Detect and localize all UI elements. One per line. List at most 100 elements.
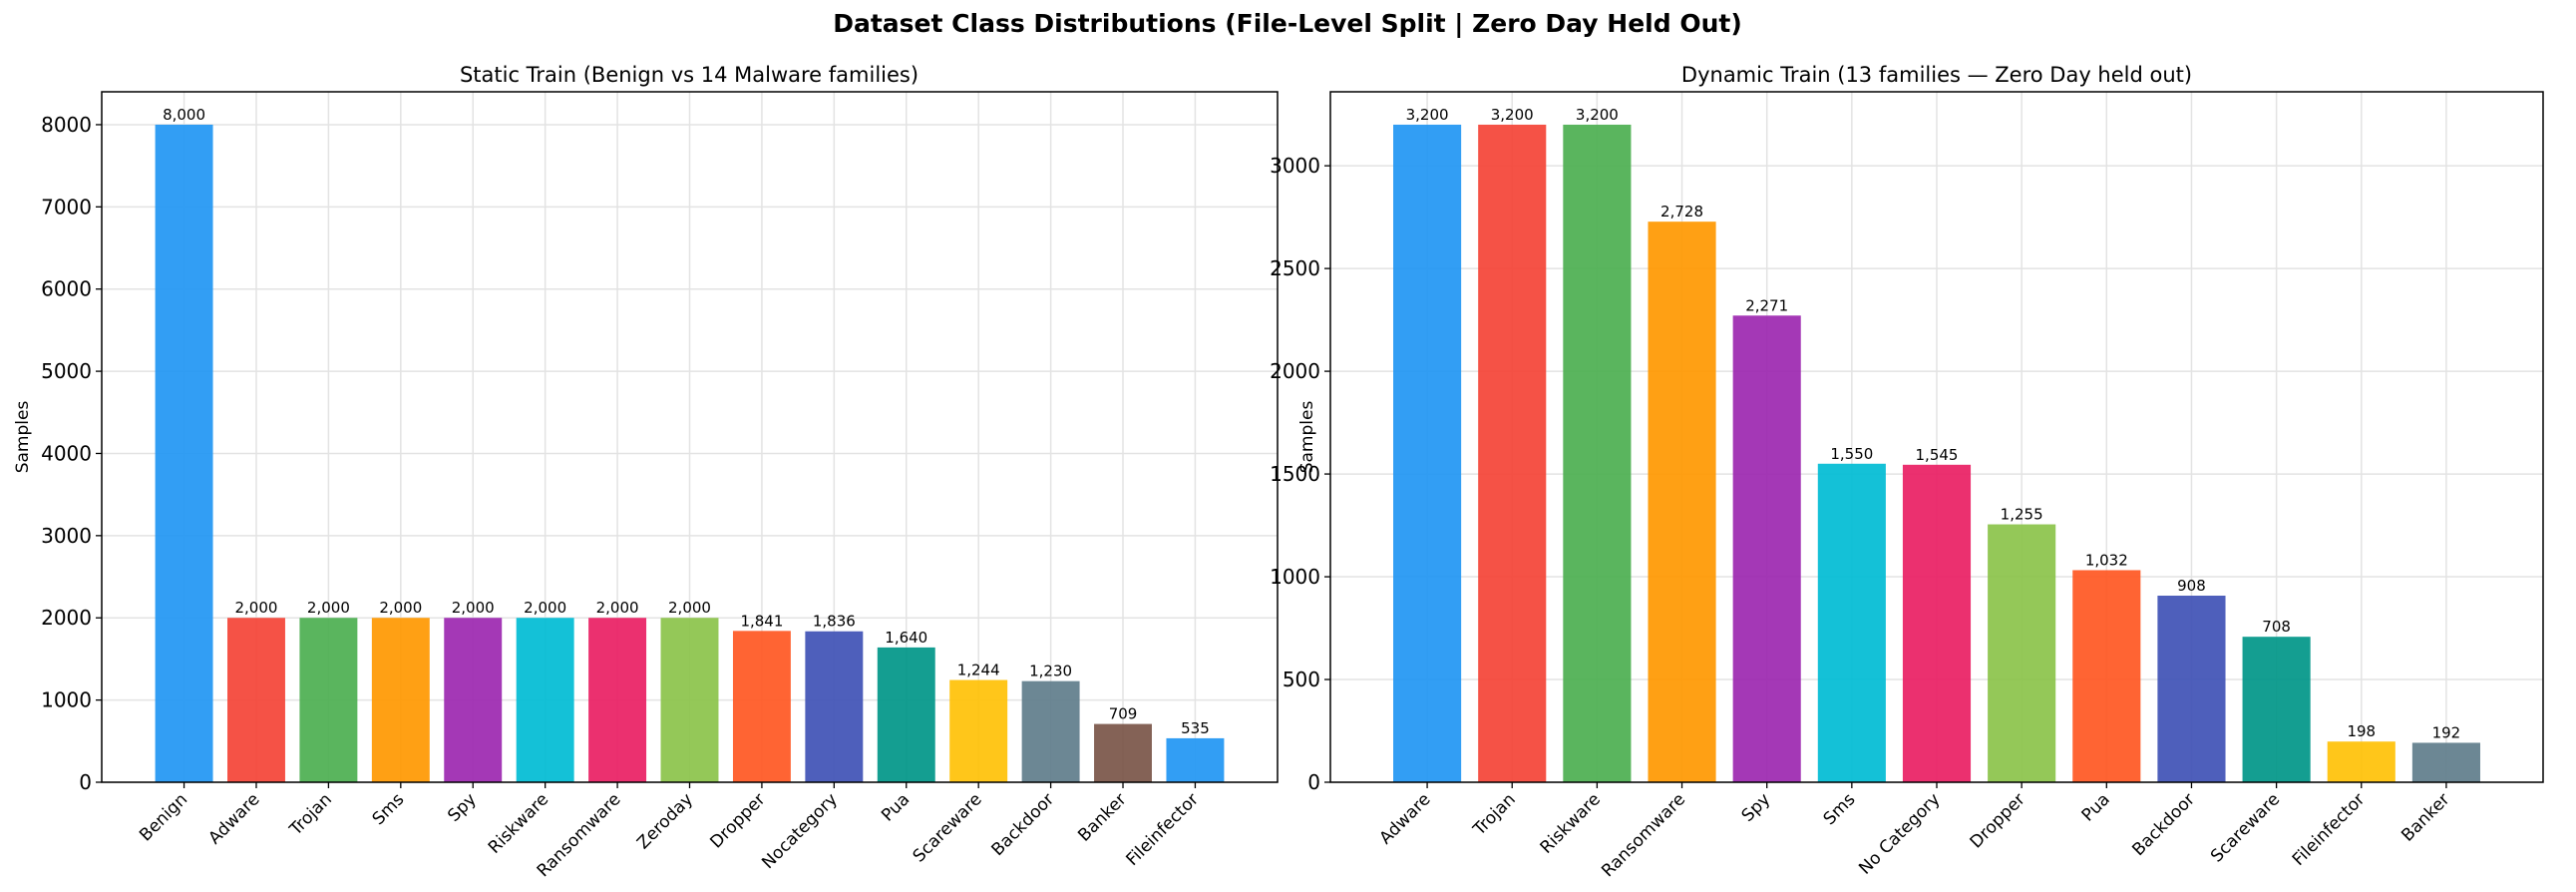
x-tick-label: Adware — [1376, 789, 1435, 848]
bar — [1732, 315, 1801, 782]
bar — [1988, 524, 2056, 782]
y-tick-label: 0 — [79, 770, 92, 794]
bar-value-label: 1,545 — [1916, 446, 1959, 464]
y-tick-label: 1000 — [41, 688, 92, 712]
x-tick-label: Nocategory — [758, 789, 842, 873]
x-tick-label: Scareware — [2207, 789, 2284, 866]
bar-value-label: 708 — [2262, 618, 2291, 636]
bar-value-label: 1,550 — [1830, 445, 1873, 463]
x-tick-label: Dropper — [706, 789, 769, 852]
bar-value-label: 2,000 — [668, 599, 711, 617]
bar — [732, 631, 791, 782]
bar-value-label: 2,000 — [452, 599, 495, 617]
x-tick-label: Banker — [1074, 789, 1130, 845]
bar-value-label: 709 — [1109, 705, 1138, 723]
x-tick-label: No Category — [1855, 789, 1944, 878]
x-tick-label: Fileinfector — [2289, 789, 2369, 869]
bar — [2157, 595, 2226, 782]
bar — [588, 618, 647, 782]
y-tick-label: 6000 — [41, 277, 92, 301]
x-tick-label: Pua — [2078, 789, 2114, 825]
bar-value-label: 1,255 — [2001, 506, 2043, 524]
static-train-title: Static Train (Benign vs 14 Malware famil… — [460, 63, 919, 87]
bar — [227, 618, 285, 782]
bar — [516, 618, 574, 782]
y-tick-label: 2000 — [41, 606, 92, 630]
x-tick-label: Backdoor — [988, 789, 1059, 860]
x-tick-label: Adware — [204, 789, 263, 848]
x-tick-label: Riskware — [485, 789, 552, 857]
bar — [1393, 124, 1462, 782]
x-tick-label: Sms — [1820, 789, 1860, 829]
x-tick-label: Sms — [369, 789, 409, 829]
y-tick-label: 1000 — [1270, 565, 1320, 589]
y-tick-label: 2000 — [1270, 359, 1320, 383]
bar-value-label: 1,244 — [957, 662, 1000, 679]
x-tick-label: Riskware — [1537, 789, 1605, 857]
x-tick-label: Spy — [444, 789, 481, 826]
bar-value-label: 1,836 — [813, 613, 856, 631]
bar — [1648, 222, 1716, 782]
dynamic-train-ylabel: Samples — [1297, 401, 1317, 474]
y-tick-label: 2500 — [1270, 256, 1320, 280]
bar — [1902, 464, 1972, 782]
bar — [1563, 124, 1632, 782]
axes-frame — [101, 91, 1279, 783]
bar — [1478, 124, 1547, 782]
bar-value-label: 2,000 — [307, 599, 350, 617]
bar-value-label: 2,000 — [596, 599, 639, 617]
bar-value-label: 2,271 — [1745, 296, 1788, 314]
y-tick-label: 0 — [1307, 770, 1320, 794]
bar-value-label: 2,000 — [235, 599, 278, 617]
bar-value-label: 198 — [2347, 722, 2376, 740]
bar — [299, 618, 358, 782]
y-tick-label: 3000 — [1270, 154, 1320, 178]
bar-value-label: 3,200 — [1491, 106, 1534, 124]
x-tick-label: Pua — [878, 789, 914, 825]
y-tick-label: 8000 — [41, 113, 92, 137]
x-tick-label: Scareware — [910, 789, 986, 866]
bar — [1817, 463, 1886, 782]
x-tick-label: Trojan — [285, 789, 336, 840]
bar-value-label: 3,200 — [1406, 106, 1449, 124]
bar — [949, 679, 1008, 782]
x-tick-label: Trojan — [1469, 789, 1520, 840]
dynamic-train-chart: Dynamic Train (13 families — Zero Day he… — [1270, 63, 2544, 881]
y-tick-label: 4000 — [41, 441, 92, 465]
dynamic-train-title: Dynamic Train (13 families — Zero Day he… — [1681, 63, 2192, 87]
y-tick-label: 1500 — [1270, 462, 1320, 486]
x-tick-label: Spy — [1738, 789, 1775, 826]
bar — [805, 631, 864, 782]
bar — [1094, 723, 1152, 782]
axes-frame — [1329, 91, 2544, 783]
x-tick-label: Zeroday — [633, 789, 697, 853]
bar — [1166, 737, 1225, 782]
bar — [2411, 742, 2480, 782]
bar-value-label: 192 — [2432, 723, 2461, 741]
static-train-chart: Static Train (Benign vs 14 Malware famil… — [13, 63, 1279, 881]
bar-value-label: 535 — [1181, 719, 1210, 737]
x-tick-label: Fileinfector — [1123, 789, 1203, 869]
bar — [2242, 637, 2311, 782]
bar-value-label: 2,000 — [379, 599, 422, 617]
bar — [1021, 680, 1080, 782]
static-train-ylabel: Samples — [13, 401, 33, 474]
x-tick-label: Ransomware — [1598, 789, 1689, 881]
bar — [2072, 570, 2141, 782]
bar-value-label: 1,032 — [2085, 551, 2128, 569]
figure-title: Dataset Class Distributions (File-Level … — [833, 9, 1742, 38]
x-tick-label: Dropper — [1967, 789, 2029, 852]
x-tick-label: Banker — [2397, 789, 2453, 845]
x-tick-label: Benign — [136, 789, 191, 845]
bar-value-label: 1,841 — [740, 612, 783, 630]
y-tick-label: 3000 — [41, 524, 92, 548]
y-tick-label: 5000 — [41, 359, 92, 383]
bar — [877, 647, 935, 782]
bar-value-label: 3,200 — [1576, 106, 1619, 124]
x-tick-label: Backdoor — [2128, 789, 2199, 860]
bar-value-label: 1,640 — [885, 629, 927, 647]
bar — [2327, 741, 2395, 782]
bar — [660, 618, 719, 782]
bar-value-label: 1,230 — [1029, 663, 1072, 680]
